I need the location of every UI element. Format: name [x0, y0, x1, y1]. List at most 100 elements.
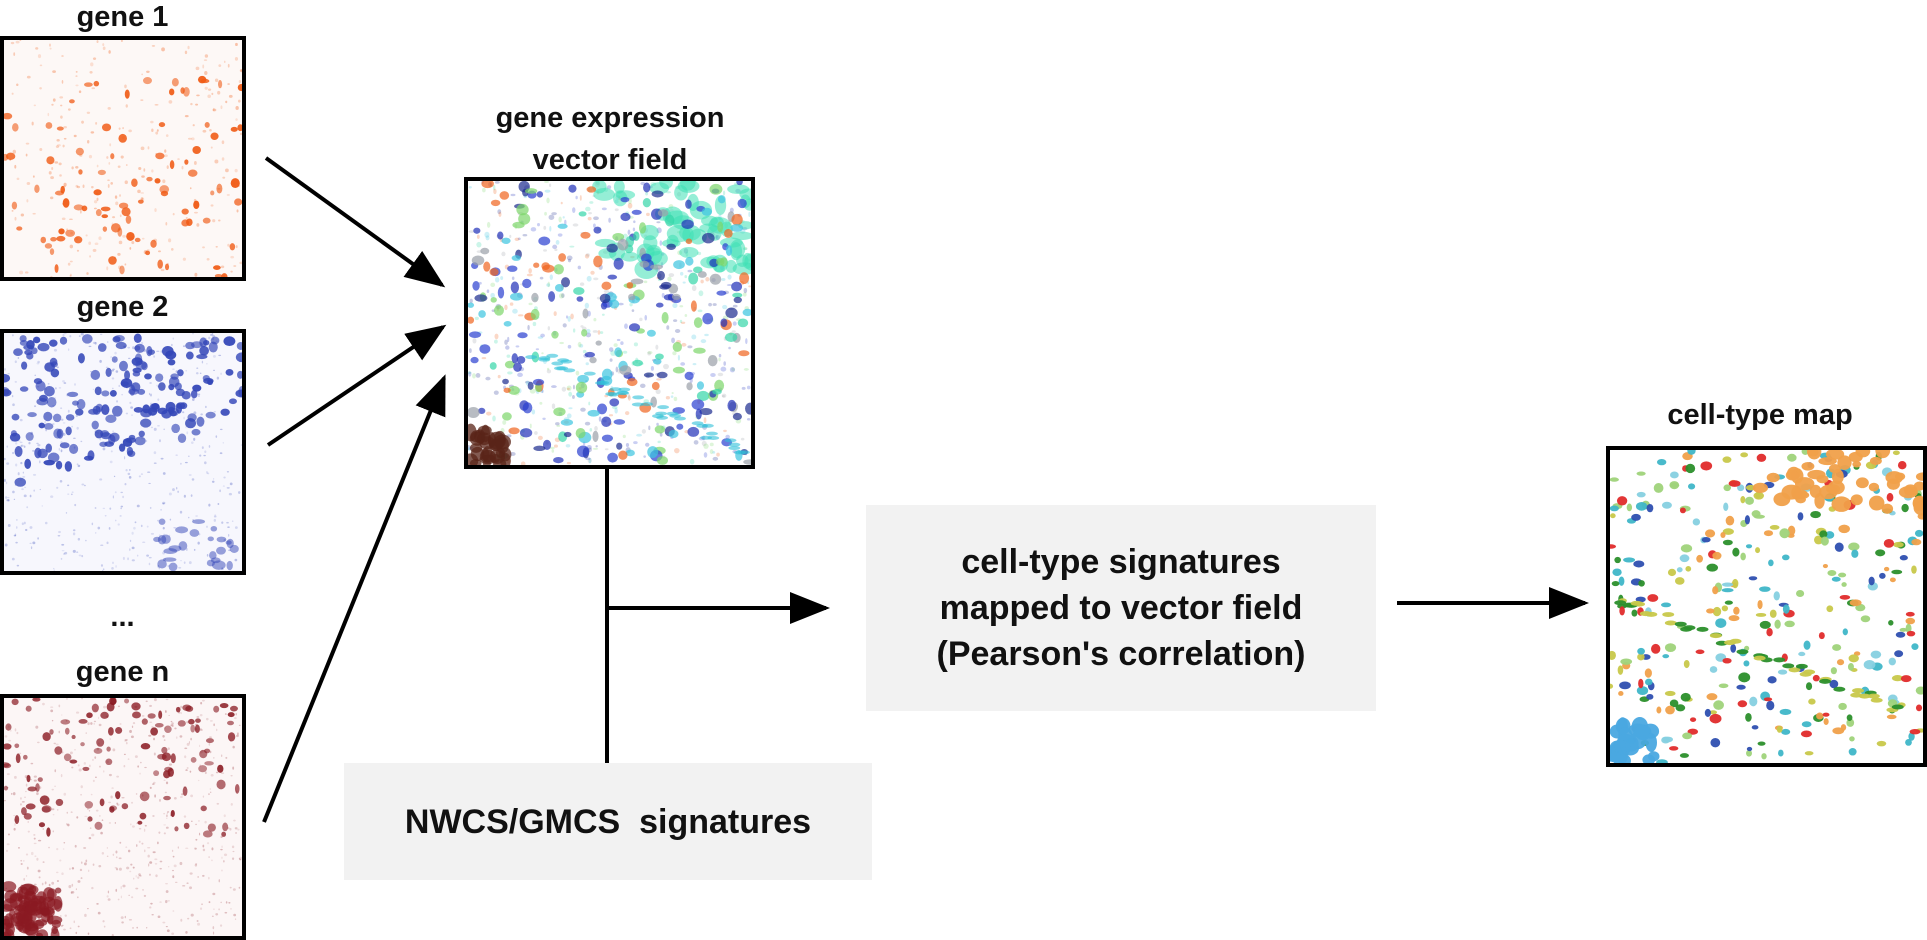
vector-field-speck	[727, 274, 732, 280]
cell-type-cell	[1746, 749, 1752, 757]
gene1-speck	[39, 87, 42, 90]
genen-speck	[129, 870, 132, 873]
cell-type-cell	[1636, 491, 1646, 498]
genen-corner	[46, 888, 57, 901]
genen-speck	[121, 921, 124, 924]
vector-field-speck	[603, 289, 610, 293]
gene1-speck	[164, 149, 167, 153]
genen-speck	[204, 820, 207, 824]
gene2-speck	[92, 341, 96, 344]
vector-field-speck	[543, 225, 547, 230]
vector-field-cell	[712, 388, 722, 395]
cell-type-cell	[1744, 515, 1751, 525]
vector-field-cell	[685, 238, 693, 245]
vector-field-speck	[493, 390, 499, 395]
genen-cell	[213, 705, 220, 713]
cell-type-cell	[1838, 572, 1847, 578]
vector-field-speck	[562, 216, 565, 219]
genen-speck	[151, 726, 154, 728]
genen-cell	[150, 727, 159, 736]
gene2-speck	[111, 377, 115, 380]
genen-cell	[87, 816, 93, 822]
genen-speck	[157, 915, 161, 919]
gene2-speck	[113, 475, 116, 478]
gene2-speck	[220, 372, 222, 376]
gene2-speck	[64, 551, 68, 555]
gene2-speck	[6, 499, 10, 502]
cell-type-cell	[1831, 576, 1841, 582]
gene2-speck	[78, 554, 82, 557]
cell-type-cluster	[1850, 494, 1863, 506]
genen-speck	[208, 876, 210, 880]
vector-field-speck	[582, 349, 587, 354]
vector-field-speck	[531, 409, 536, 415]
genen-speck	[138, 873, 141, 877]
gene1-speck	[89, 71, 93, 74]
genen-cell	[64, 727, 70, 735]
cell-type-cluster	[1868, 482, 1880, 492]
vector-field-cell	[652, 358, 662, 365]
genen-cell	[86, 712, 93, 719]
genen-speck	[54, 785, 56, 787]
vector-field-speck	[599, 331, 604, 334]
gene2-speck	[132, 346, 135, 350]
genen-speck	[212, 926, 215, 930]
vector-field-cell	[578, 211, 587, 217]
cell-type-cell	[1800, 730, 1813, 738]
cell-type-band	[1788, 667, 1801, 673]
gene2-speck	[100, 544, 104, 546]
genen-speck	[220, 848, 223, 851]
arrow-gene1-to-field	[264, 156, 446, 288]
cell-type-cell	[1680, 544, 1693, 553]
genen-speck	[115, 856, 118, 859]
gene2-speck	[13, 534, 17, 537]
gene1-speck	[62, 144, 65, 148]
genen-cell	[131, 702, 141, 711]
vector-field-cell	[478, 407, 486, 414]
genen-speck	[38, 839, 42, 842]
vector-field-cell	[554, 283, 564, 292]
genen-speck	[57, 809, 59, 811]
vector-field-speck	[740, 437, 745, 441]
gene1-cell	[121, 207, 131, 217]
gene1-cell	[97, 169, 106, 176]
vector-field-cell	[709, 183, 723, 195]
gene1-speck	[94, 242, 99, 246]
gene1-cell	[158, 122, 166, 128]
genen-speck	[12, 792, 16, 796]
gene1-speck	[91, 185, 94, 189]
gene2-speck	[29, 542, 32, 544]
vector-field-cell	[655, 353, 664, 360]
cell-type-cluster	[1913, 481, 1923, 491]
cell-type-cell	[1662, 654, 1670, 659]
gene1-speck	[117, 165, 121, 168]
gene1-cell	[230, 178, 240, 189]
genen-speck	[51, 881, 55, 885]
vector-field-speck	[593, 277, 599, 281]
cell-type-band	[1614, 600, 1627, 606]
cell-type-corner	[1614, 739, 1626, 752]
cell-type-cell	[1610, 544, 1617, 549]
gene1-speck	[75, 75, 78, 78]
genen-speck	[139, 761, 142, 764]
vector-field-speck	[712, 303, 717, 306]
genen-speck	[166, 929, 170, 933]
gene2-speck	[15, 442, 18, 445]
gene1-speck	[96, 164, 99, 168]
genen-speck	[10, 730, 12, 732]
gene2-speck	[4, 457, 6, 461]
genen-speck	[120, 895, 123, 899]
vector-field-speck	[595, 445, 598, 448]
gene2-cell	[132, 371, 141, 377]
vector-field-cell	[519, 428, 533, 438]
gene2-speck	[127, 346, 131, 349]
gene2-speck	[171, 343, 173, 347]
genen-speck	[154, 794, 157, 798]
gene2-cell	[45, 443, 52, 453]
cell-type-cell	[1763, 530, 1774, 537]
vector-field-speck	[687, 269, 693, 273]
vector-field-speck	[501, 251, 506, 257]
cell-type-cell	[1712, 586, 1719, 595]
cell-type-band	[1639, 611, 1652, 617]
gene2-cell	[207, 536, 214, 542]
